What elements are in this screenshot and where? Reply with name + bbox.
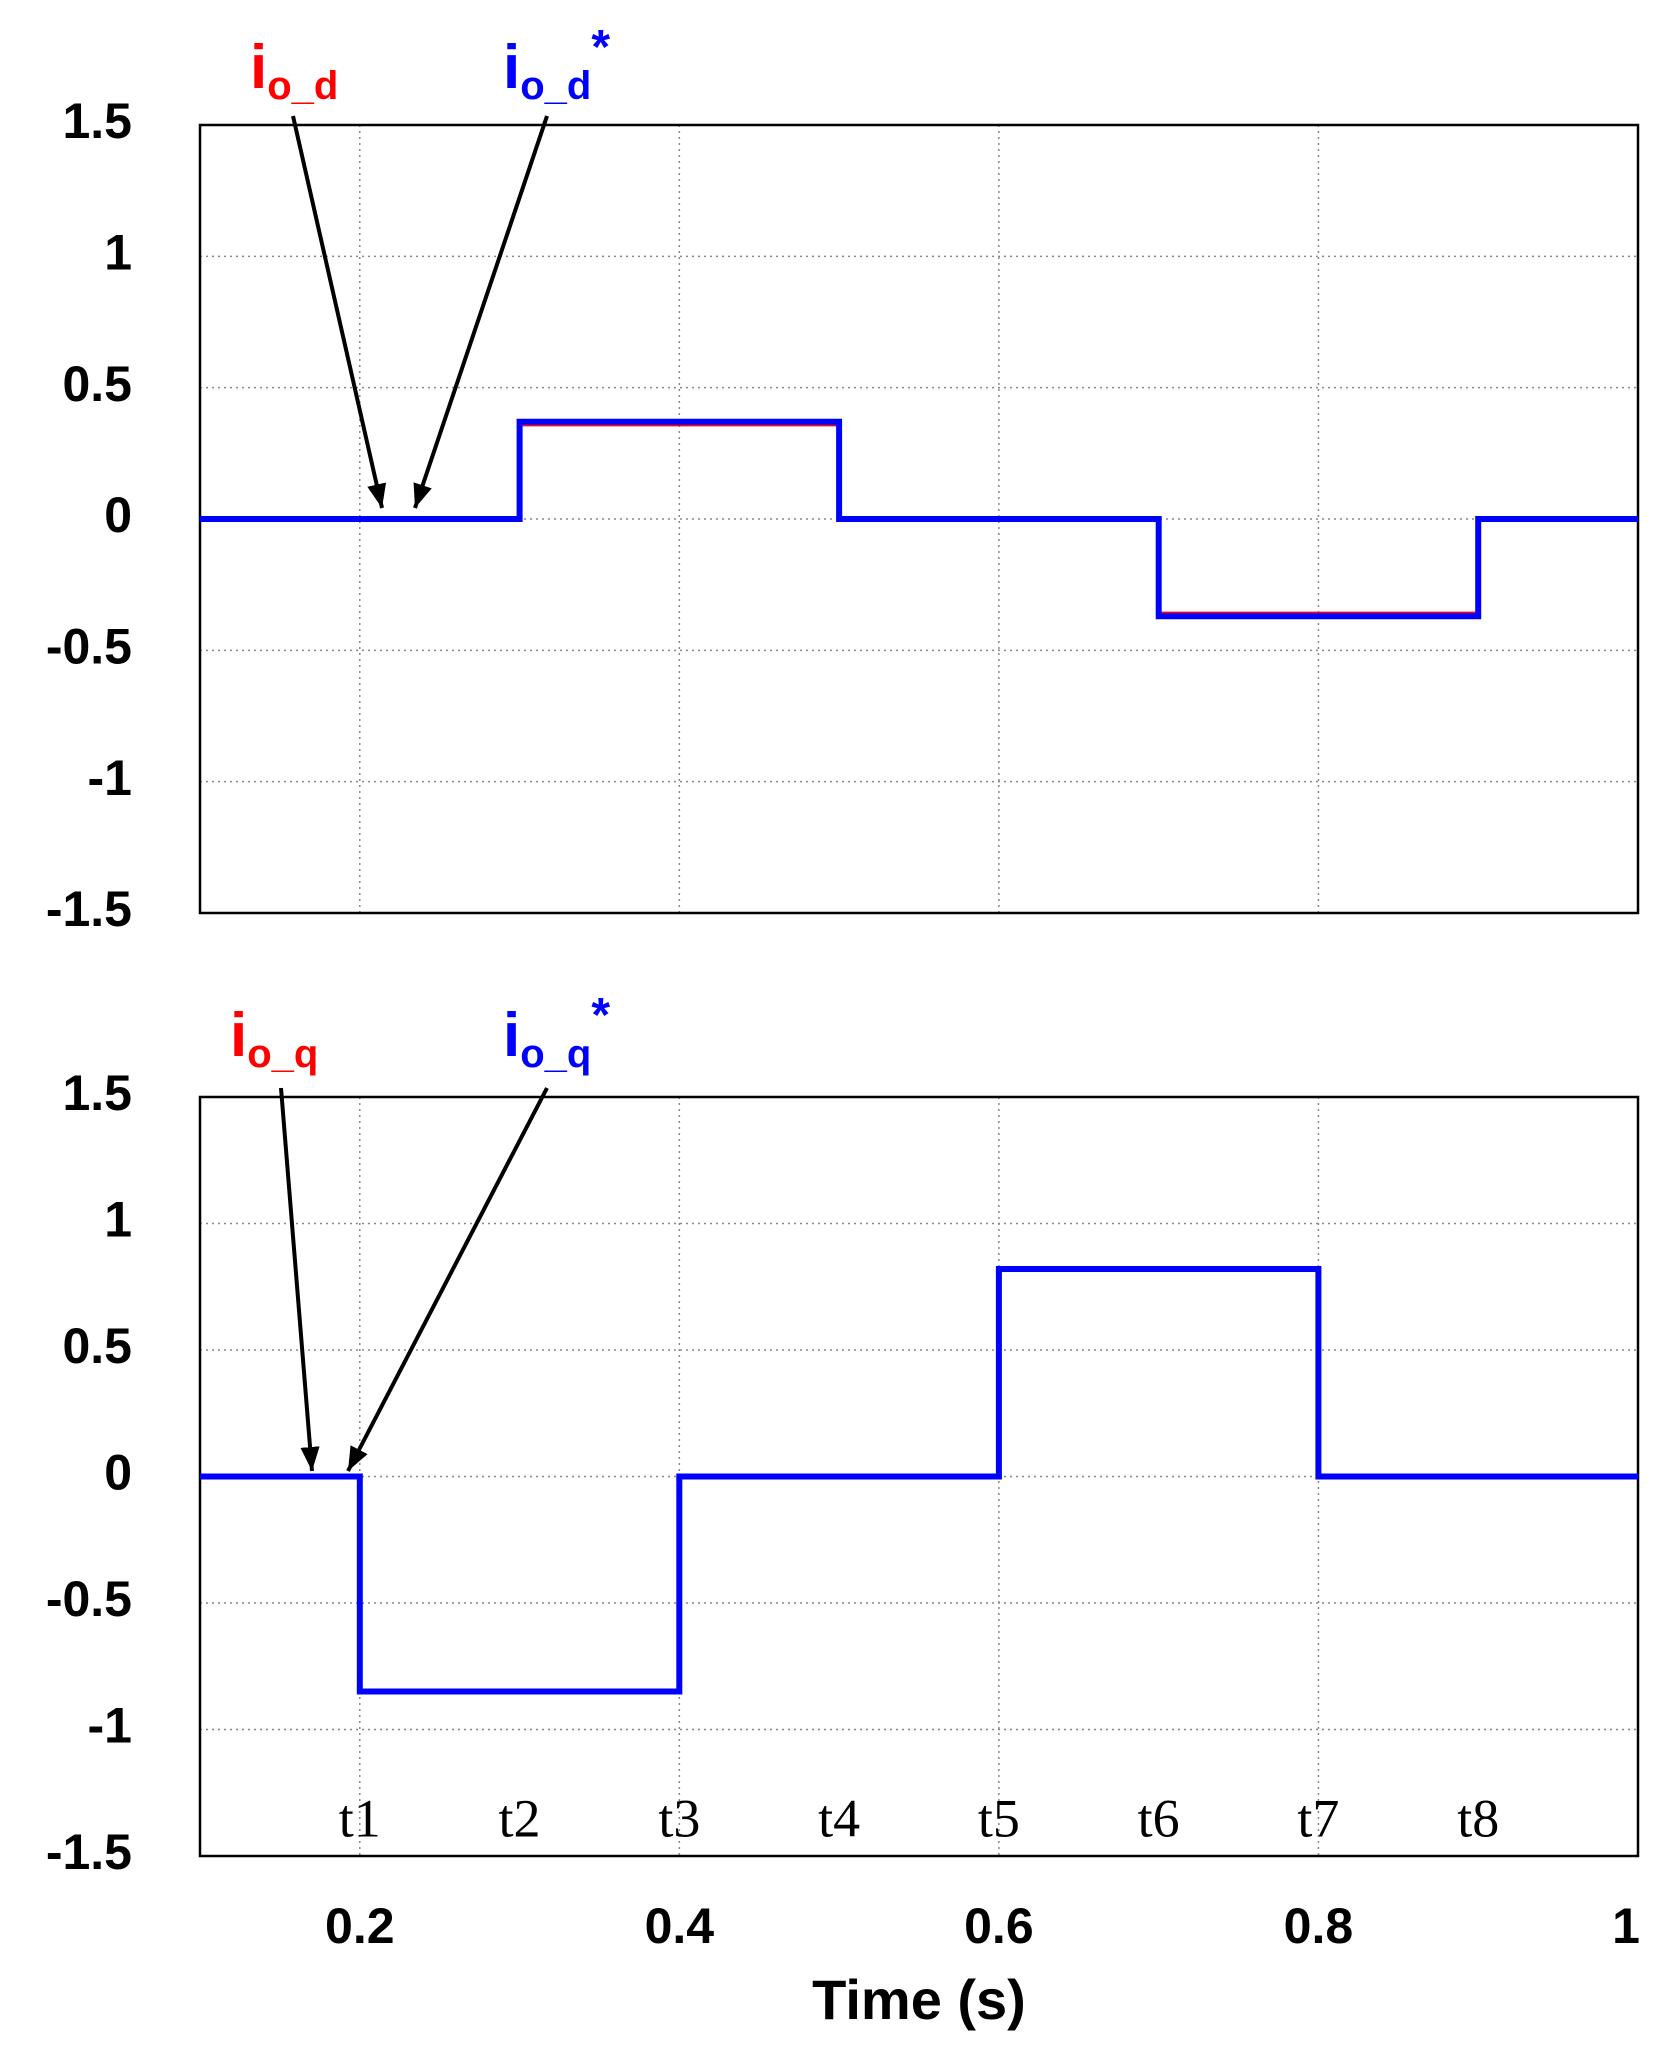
- series-line: [200, 1266, 1638, 1695]
- x-axis-title: Time (s): [812, 1968, 1026, 2031]
- y-tick-label: 1: [104, 1192, 132, 1248]
- x-tick-label: 0.2: [325, 1898, 395, 1954]
- arrow: [291, 115, 387, 509]
- legend-label: io_q: [230, 1001, 318, 1075]
- arrow: [279, 1087, 320, 1472]
- y-tick-label: -1: [88, 750, 132, 806]
- time-marker: t8: [1457, 1788, 1499, 1848]
- legend-label: io_d*: [503, 21, 610, 108]
- y-tick-label: -1.5: [46, 881, 132, 937]
- series-line: [200, 1267, 1638, 1694]
- series-line: [200, 418, 1638, 620]
- y-tick-label: 0: [104, 1445, 132, 1501]
- y-tick-label: 0: [104, 487, 132, 543]
- time-marker: t6: [1138, 1788, 1180, 1848]
- time-marker: t1: [339, 1788, 381, 1848]
- time-marker: t4: [818, 1788, 860, 1848]
- time-marker: t2: [499, 1788, 541, 1848]
- y-tick-label: 1.5: [62, 1065, 132, 1121]
- legend-label: io_d: [250, 33, 338, 107]
- y-tick-label: 0.5: [62, 356, 132, 412]
- x-tick-label: 0.8: [1284, 1898, 1354, 1954]
- time-marker: t7: [1297, 1788, 1339, 1848]
- arrow: [346, 1087, 549, 1472]
- y-tick-label: -1.5: [46, 1824, 132, 1880]
- y-tick-label: 1.5: [62, 93, 132, 149]
- time-marker: t3: [658, 1788, 700, 1848]
- arrow: [413, 115, 549, 509]
- legend-label: io_q*: [503, 989, 610, 1076]
- y-tick-label: -0.5: [46, 619, 132, 675]
- x-tick-label: 0.4: [645, 1898, 715, 1954]
- time-marker: t5: [978, 1788, 1020, 1848]
- x-tick-label: 1: [1612, 1898, 1640, 1954]
- y-tick-label: 1: [104, 225, 132, 281]
- y-tick-label: 0.5: [62, 1318, 132, 1374]
- y-tick-label: -0.5: [46, 1571, 132, 1627]
- x-tick-label: 0.6: [964, 1898, 1034, 1954]
- y-tick-label: -1: [88, 1698, 132, 1754]
